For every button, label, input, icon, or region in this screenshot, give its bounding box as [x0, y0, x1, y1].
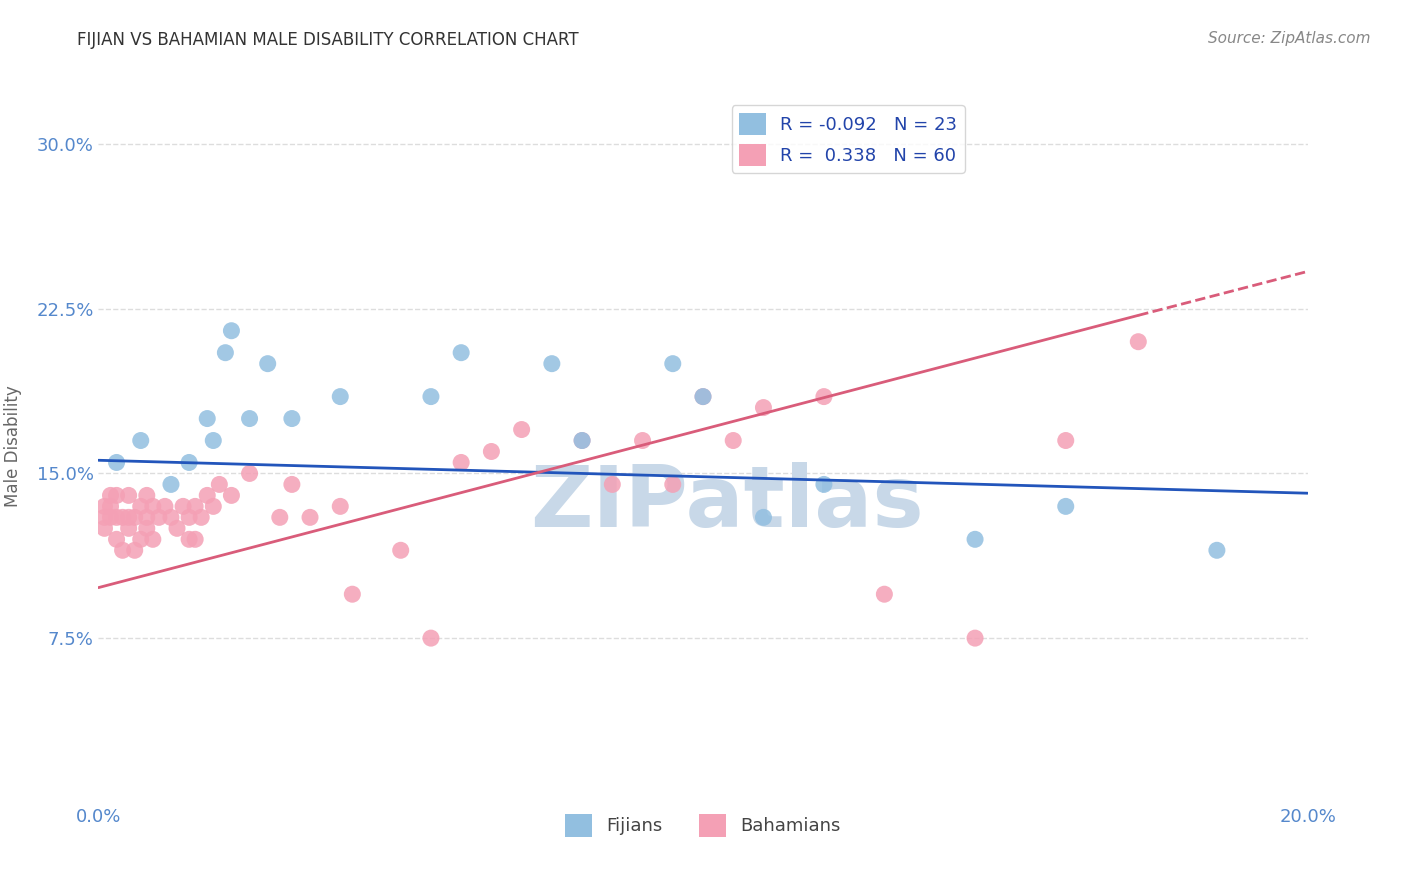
Point — [142, 533, 165, 547]
Point — [540, 357, 562, 371]
Point — [135, 488, 157, 502]
Y-axis label: Male Disability: Male Disability — [4, 385, 22, 507]
Point — [389, 543, 412, 558]
Point — [135, 521, 157, 535]
Point — [208, 477, 231, 491]
Point — [153, 500, 176, 514]
Point — [135, 510, 157, 524]
Point — [100, 488, 122, 502]
Point — [965, 631, 987, 645]
Point — [481, 444, 503, 458]
Point — [692, 390, 714, 404]
Point — [118, 488, 141, 502]
Text: Source: ZipAtlas.com: Source: ZipAtlas.com — [1208, 31, 1371, 46]
Point — [93, 521, 115, 535]
Text: ZIPatlas: ZIPatlas — [530, 461, 924, 545]
Point — [420, 631, 443, 645]
Point — [105, 510, 128, 524]
Point — [420, 390, 443, 404]
Point — [1054, 500, 1077, 514]
Point — [142, 500, 165, 514]
Point — [342, 587, 364, 601]
Point — [329, 500, 352, 514]
Point — [195, 488, 218, 502]
Point — [269, 510, 291, 524]
Point — [190, 510, 212, 524]
Text: FIJIAN VS BAHAMIAN MALE DISABILITY CORRELATION CHART: FIJIAN VS BAHAMIAN MALE DISABILITY CORRE… — [77, 31, 579, 49]
Point — [129, 500, 152, 514]
Point — [239, 467, 262, 481]
Point — [111, 543, 134, 558]
Point — [221, 324, 243, 338]
Point — [124, 510, 146, 524]
Point — [450, 345, 472, 359]
Point — [571, 434, 593, 448]
Point — [299, 510, 322, 524]
Point — [184, 500, 207, 514]
Point — [965, 533, 987, 547]
Point — [124, 543, 146, 558]
Point — [281, 477, 304, 491]
Point — [281, 411, 304, 425]
Point — [661, 477, 683, 491]
Point — [631, 434, 654, 448]
Point — [160, 510, 183, 524]
Legend: Fijians, Bahamians: Fijians, Bahamians — [558, 807, 848, 844]
Point — [752, 401, 775, 415]
Point — [873, 587, 896, 601]
Point — [129, 434, 152, 448]
Point — [179, 533, 201, 547]
Point — [214, 345, 236, 359]
Point — [93, 500, 115, 514]
Point — [813, 390, 835, 404]
Point — [105, 533, 128, 547]
Point — [160, 477, 183, 491]
Point — [118, 521, 141, 535]
Point — [1128, 334, 1150, 349]
Point — [100, 510, 122, 524]
Point — [148, 510, 170, 524]
Point — [166, 521, 188, 535]
Point — [450, 455, 472, 469]
Point — [723, 434, 745, 448]
Point — [239, 411, 262, 425]
Point — [692, 390, 714, 404]
Point — [510, 423, 533, 437]
Point — [179, 510, 201, 524]
Point — [195, 411, 218, 425]
Point — [221, 488, 243, 502]
Point — [111, 510, 134, 524]
Point — [661, 357, 683, 371]
Point — [813, 477, 835, 491]
Point — [172, 500, 194, 514]
Point — [202, 500, 225, 514]
Point — [100, 500, 122, 514]
Point — [179, 455, 201, 469]
Point — [118, 510, 141, 524]
Point — [105, 455, 128, 469]
Point — [184, 533, 207, 547]
Point — [256, 357, 278, 371]
Point — [329, 390, 352, 404]
Point — [93, 510, 115, 524]
Point — [105, 488, 128, 502]
Point — [571, 434, 593, 448]
Point — [602, 477, 624, 491]
Point — [752, 510, 775, 524]
Point — [202, 434, 225, 448]
Point — [129, 533, 152, 547]
Point — [1206, 543, 1229, 558]
Point — [1054, 434, 1077, 448]
